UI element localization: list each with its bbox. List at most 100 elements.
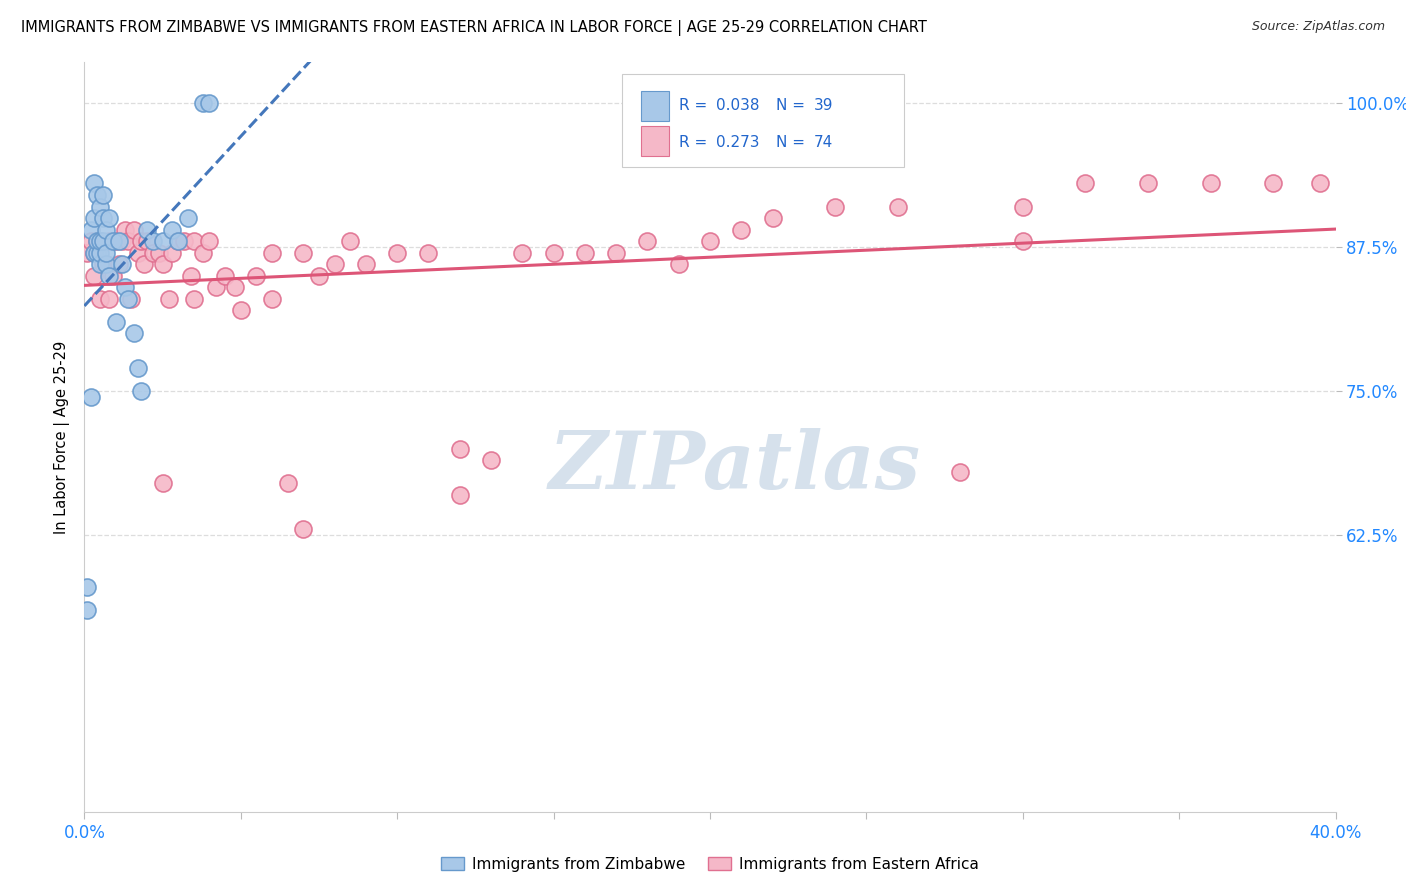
Point — [183, 234, 205, 248]
Point — [1309, 177, 1331, 191]
Point — [86, 245, 108, 260]
Point — [1263, 177, 1285, 191]
Point — [323, 257, 346, 271]
Point — [167, 234, 190, 248]
Point — [76, 580, 98, 594]
Point — [637, 234, 659, 248]
Point — [152, 257, 174, 271]
Point — [339, 234, 361, 248]
Point — [117, 234, 139, 248]
Point — [132, 257, 155, 271]
Point — [83, 211, 105, 225]
Text: 74: 74 — [814, 135, 834, 150]
Point — [176, 211, 198, 225]
Point — [1136, 177, 1159, 191]
Point — [86, 188, 108, 202]
Point — [96, 245, 118, 260]
Legend: Immigrants from Zimbabwe, Immigrants from Eastern Africa: Immigrants from Zimbabwe, Immigrants fro… — [441, 856, 979, 871]
Point — [104, 234, 127, 248]
Point — [512, 245, 534, 260]
Text: R =: R = — [679, 135, 711, 150]
Point — [127, 360, 149, 375]
Point — [148, 245, 170, 260]
Point — [114, 222, 136, 236]
Point — [124, 326, 146, 341]
Point — [89, 234, 111, 248]
Point — [117, 292, 139, 306]
Point — [1012, 200, 1035, 214]
Point — [214, 268, 236, 283]
Point — [83, 177, 105, 191]
Point — [76, 245, 98, 260]
Point — [418, 245, 440, 260]
Point — [1199, 177, 1222, 191]
Text: 39: 39 — [814, 98, 834, 113]
Point — [79, 222, 101, 236]
Point — [83, 245, 105, 260]
Point — [86, 234, 108, 248]
Point — [229, 303, 252, 318]
Point — [292, 522, 315, 536]
Point — [262, 245, 284, 260]
Point — [98, 211, 121, 225]
Point — [204, 280, 226, 294]
Point — [111, 257, 134, 271]
Point — [91, 234, 114, 248]
FancyBboxPatch shape — [623, 74, 904, 168]
Point — [193, 245, 215, 260]
Point — [152, 476, 174, 491]
Point — [98, 234, 121, 248]
Point — [96, 257, 118, 271]
Point — [114, 280, 136, 294]
Point — [96, 222, 118, 236]
Point — [89, 245, 111, 260]
Point — [193, 95, 215, 110]
Point — [183, 292, 205, 306]
Point — [101, 234, 124, 248]
Point — [1074, 177, 1097, 191]
Point — [949, 465, 972, 479]
Point — [104, 315, 127, 329]
Point — [224, 280, 246, 294]
Point — [160, 222, 183, 236]
Point — [887, 200, 910, 214]
Point — [668, 257, 690, 271]
Point — [91, 188, 114, 202]
Point — [574, 245, 596, 260]
Text: IMMIGRANTS FROM ZIMBABWE VS IMMIGRANTS FROM EASTERN AFRICA IN LABOR FORCE | AGE : IMMIGRANTS FROM ZIMBABWE VS IMMIGRANTS F… — [21, 20, 927, 36]
Text: N =: N = — [776, 135, 810, 150]
Point — [605, 245, 627, 260]
Point — [124, 222, 146, 236]
FancyBboxPatch shape — [641, 126, 669, 156]
Point — [127, 245, 149, 260]
FancyBboxPatch shape — [641, 91, 669, 121]
Point — [142, 245, 165, 260]
Point — [86, 234, 108, 248]
Point — [91, 211, 114, 225]
Point — [76, 603, 98, 617]
Point — [107, 257, 129, 271]
Point — [136, 222, 159, 236]
Text: R =: R = — [679, 98, 711, 113]
Point — [142, 234, 165, 248]
Point — [83, 268, 105, 283]
Point — [762, 211, 785, 225]
Point — [1012, 234, 1035, 248]
Point — [167, 234, 190, 248]
Point — [354, 257, 377, 271]
Point — [385, 245, 409, 260]
Point — [98, 268, 121, 283]
Point — [83, 245, 105, 260]
Point — [308, 268, 330, 283]
Point — [120, 292, 142, 306]
Point — [449, 442, 471, 456]
Point — [136, 234, 159, 248]
Point — [292, 245, 315, 260]
Text: ZIPatlas: ZIPatlas — [548, 428, 921, 506]
Point — [157, 292, 180, 306]
Point — [89, 292, 111, 306]
Text: N =: N = — [776, 98, 810, 113]
Point — [180, 268, 202, 283]
Point — [91, 257, 114, 271]
Point — [89, 257, 111, 271]
